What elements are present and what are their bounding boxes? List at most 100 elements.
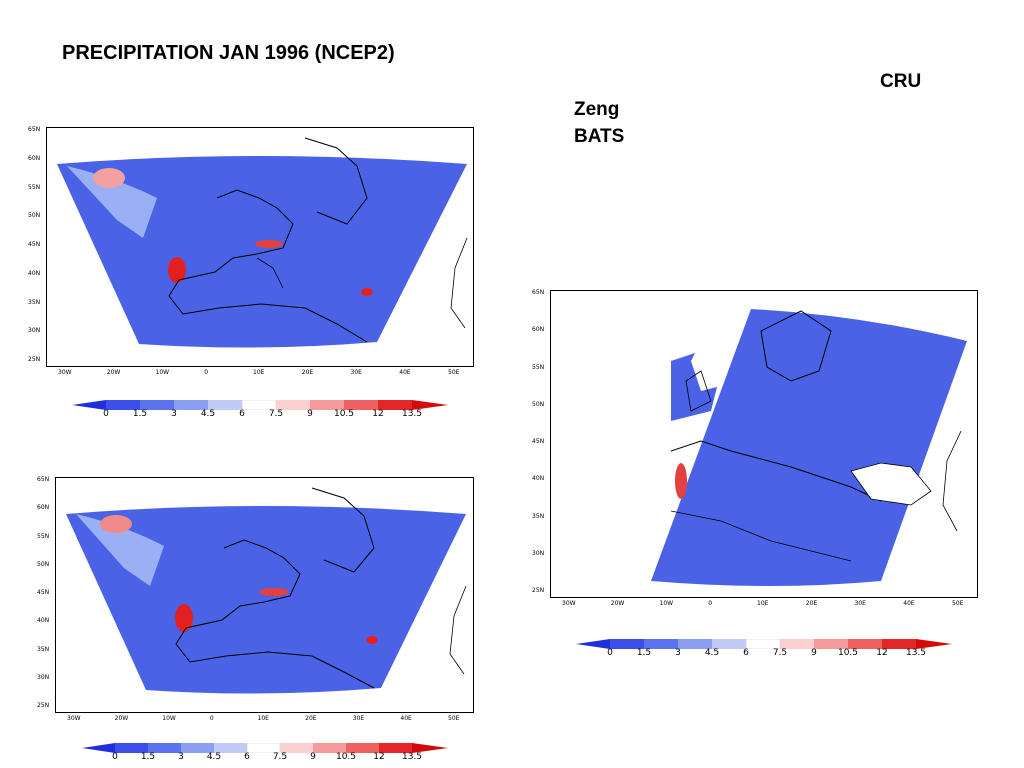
lon-label: 40E <box>400 715 412 722</box>
colorbar-tick-label: 4.5 <box>206 752 222 762</box>
lon-label: 30E <box>352 715 365 722</box>
lon-label: 50E <box>952 600 964 607</box>
lat-label: 55N <box>532 363 545 371</box>
colorbar-tick-label: 1.5 <box>140 752 156 762</box>
lat-label: 60N <box>28 154 41 162</box>
label-zeng: Zeng <box>574 99 620 120</box>
lon-label: 10W <box>659 600 674 607</box>
colorbar-tick-label: 3 <box>178 752 184 762</box>
colorbar-tick-label: 0 <box>103 409 109 419</box>
lon-label: 0 <box>708 600 713 607</box>
lat-label: 65N <box>28 126 41 133</box>
colorbar-tick-label: 7.5 <box>268 409 284 419</box>
lat-label: 45N <box>37 589 50 596</box>
colorbar-tick-label: 13.5 <box>401 409 423 419</box>
lat-label: 25N <box>532 587 545 594</box>
lat-label: 45N <box>532 438 545 445</box>
lon-label: 50E <box>448 715 460 722</box>
colorbar-svg-3 <box>576 638 952 650</box>
lon-label: 40E <box>399 369 411 376</box>
lat-label: 25N <box>28 356 41 363</box>
colorbar-tick-label: 4.5 <box>704 648 720 658</box>
colorbar-svg-2 <box>82 742 448 754</box>
lon-label: 30W <box>58 369 72 376</box>
lon-label: 10E <box>253 369 265 376</box>
lon-label: 50E <box>448 369 460 376</box>
colorbar-tick-label: 7.5 <box>272 752 288 762</box>
lat-label: 40N <box>532 475 545 483</box>
colorbar-tick-label: 13.5 <box>905 648 927 658</box>
colorbar-tick-label: 10.5 <box>335 752 357 762</box>
colorbar-tick-label: 1.5 <box>132 409 148 419</box>
lat-label: 30N <box>532 549 545 557</box>
lon-label: 10W <box>155 369 170 376</box>
precip-map-bottom-left <box>55 477 474 713</box>
lon-label: 30E <box>350 369 362 376</box>
lat-label: 25N <box>37 702 50 709</box>
colorbar-tick-label: 10.5 <box>837 648 859 658</box>
lat-label: 50N <box>37 560 50 568</box>
lat-label: 30N <box>37 673 50 681</box>
colorbar-tick-label: 4.5 <box>200 409 216 419</box>
colorbar-tick-label: 6 <box>743 648 749 658</box>
colorbar-tick-label: 0 <box>112 752 118 762</box>
lon-label: 10W <box>162 715 176 722</box>
lat-label: 35N <box>37 645 50 653</box>
lat-label: 50N <box>532 400 545 408</box>
colorbar-tick-label: 3 <box>171 409 177 419</box>
lat-label: 35N <box>532 512 545 520</box>
colorbar-tick-label: 10.5 <box>333 409 355 419</box>
colorbar-tick-label: 7.5 <box>772 648 788 658</box>
lat-label: 55N <box>37 532 50 540</box>
map-svg-top <box>57 137 468 348</box>
lon-label: 40E <box>903 600 915 607</box>
colorbar-tick-label: 9 <box>310 752 316 762</box>
lat-label: 30N <box>28 327 41 335</box>
map-svg-bottom <box>66 487 467 694</box>
lon-label: 20W <box>106 369 121 376</box>
lon-label: 0 <box>204 369 209 376</box>
colorbar-bottom-left <box>82 740 448 762</box>
colorbar-right <box>576 636 952 658</box>
colorbar-tick-label: 6 <box>244 752 250 762</box>
colorbar-svg-1 <box>72 399 448 411</box>
lat-label: 40N <box>37 617 50 625</box>
lon-label: 20W <box>114 715 129 722</box>
precip-map-top-left <box>46 127 474 367</box>
colorbar-tick-label: 9 <box>811 648 817 658</box>
lon-label: 30E <box>854 600 866 607</box>
colorbar-tick-label: 0 <box>607 648 613 658</box>
lat-label: 40N <box>28 269 41 277</box>
colorbar-tick-label: 1.5 <box>636 648 652 658</box>
lon-label: 10E <box>257 715 269 722</box>
label-cru: CRU <box>880 71 922 92</box>
lon-label: 20E <box>301 369 314 376</box>
lon-label: 0 <box>209 715 214 722</box>
colorbar-tick-label: 9 <box>307 409 313 419</box>
lon-label: 10E <box>757 600 769 607</box>
lon-label: 20E <box>305 715 317 722</box>
lat-label: 60N <box>532 326 545 334</box>
lat-label: 65N <box>532 289 545 296</box>
lat-label: 65N <box>37 476 50 483</box>
slide-title: PRECIPITATION JAN 1996 (NCEP2) <box>62 42 395 64</box>
label-bats: BATS <box>574 126 625 147</box>
colorbar-tick-label: 12 <box>373 752 385 762</box>
colorbar-tick-label: 13.5 <box>401 752 423 762</box>
lon-label: 20W <box>610 600 625 607</box>
lat-label: 35N <box>28 298 41 306</box>
lon-label: 20E <box>805 600 818 607</box>
lon-label: 30W <box>67 715 81 722</box>
lat-label: 50N <box>28 212 41 220</box>
map-svg-right <box>651 309 967 586</box>
colorbar-tick-label: 6 <box>239 409 245 419</box>
lat-label: 60N <box>37 504 50 512</box>
lat-label: 45N <box>28 241 41 248</box>
colorbar-top-left <box>72 397 448 419</box>
lon-label: 30W <box>562 600 576 607</box>
colorbar-tick-label: 12 <box>876 648 888 658</box>
colorbar-tick-label: 3 <box>675 648 681 658</box>
precip-map-right <box>550 290 978 598</box>
colorbar-tick-label: 12 <box>372 409 384 419</box>
lat-label: 55N <box>28 183 41 191</box>
